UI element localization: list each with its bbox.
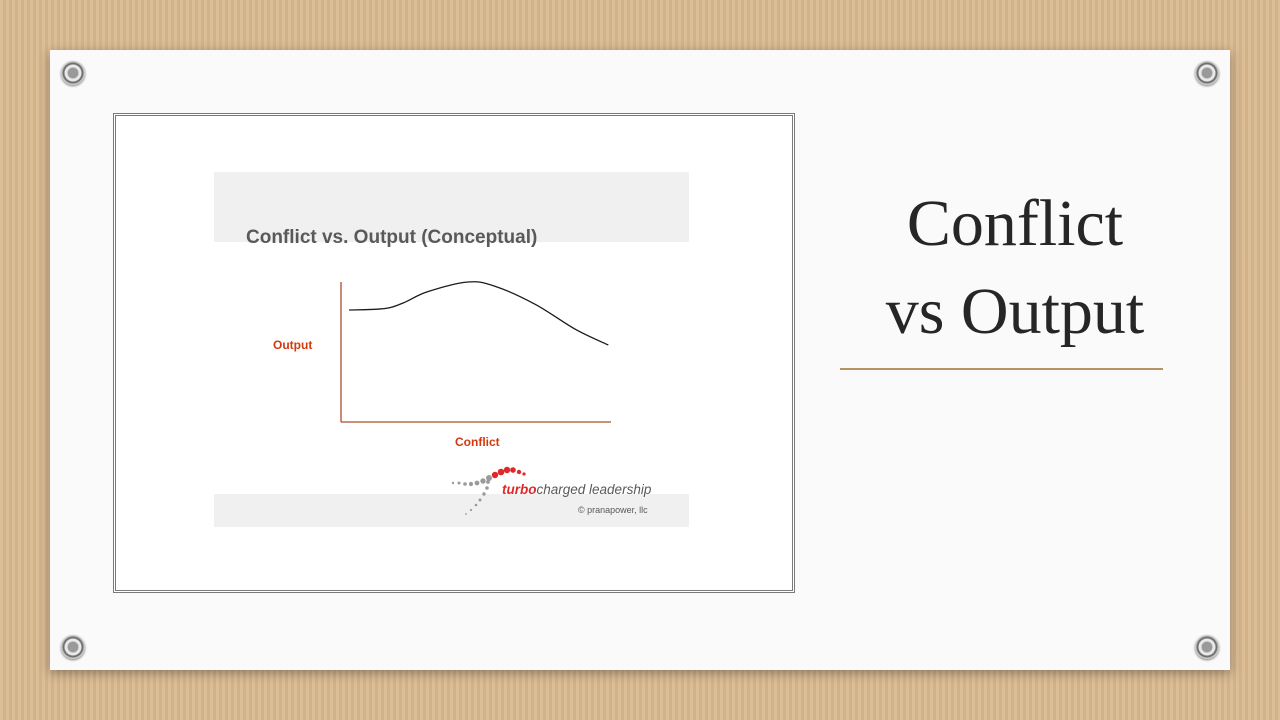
logo-dot [465,513,467,515]
chart-frame: Conflict vs. Output (Conceptual) Output … [113,113,795,593]
title-divider [840,368,1163,370]
x-axis-label: Conflict [455,435,500,449]
slide-title-line1: Conflict [906,187,1124,260]
slide-title: Conflict vs Output [850,180,1180,356]
chart-title: Conflict vs. Output (Conceptual) [246,227,537,248]
logo-dot [486,480,490,484]
logo-dot [516,469,522,475]
chart-svg: Conflict vs. Output (Conceptual) Output … [214,172,689,527]
logo-dot [486,475,492,481]
logo-dot [485,486,489,490]
y-axis-label: Output [273,338,312,352]
logo-dot [457,481,461,485]
logo-dot [474,503,478,507]
logo-dot [480,478,486,484]
logo-dot [474,480,480,486]
logo: turbocharged leadership © pranapower, ll… [451,466,652,515]
logo-dot [463,482,467,486]
logo-dot [510,467,516,473]
logo-dot [478,498,482,502]
logo-dot [468,481,474,487]
slide-card: Conflict vs. Output (Conceptual) Output … [50,50,1230,670]
logo-swoosh-icon [451,466,526,515]
series-line-0 [349,281,609,346]
plot-area [340,281,611,423]
logo-text: turbocharged leadership [502,482,652,497]
logo-text-rest: charged leadership [537,482,652,497]
logo-dot [491,471,499,479]
logo-dot [503,466,511,474]
grommet-top-right-icon [1195,61,1219,85]
grommet-top-left-icon [61,61,85,85]
grommet-bottom-right-icon [1195,635,1219,659]
copyright-text: © pranapower, llc [578,505,648,515]
logo-dot [469,508,473,512]
logo-dot [482,492,486,496]
footer-band [214,494,689,527]
slide-title-line2: vs Output [885,275,1145,348]
logo-dot [522,472,526,476]
grommet-bottom-left-icon [61,635,85,659]
logo-text-bold: turbo [502,482,537,497]
logo-dot [451,481,455,485]
header-band [214,172,689,242]
logo-dot [497,468,505,476]
